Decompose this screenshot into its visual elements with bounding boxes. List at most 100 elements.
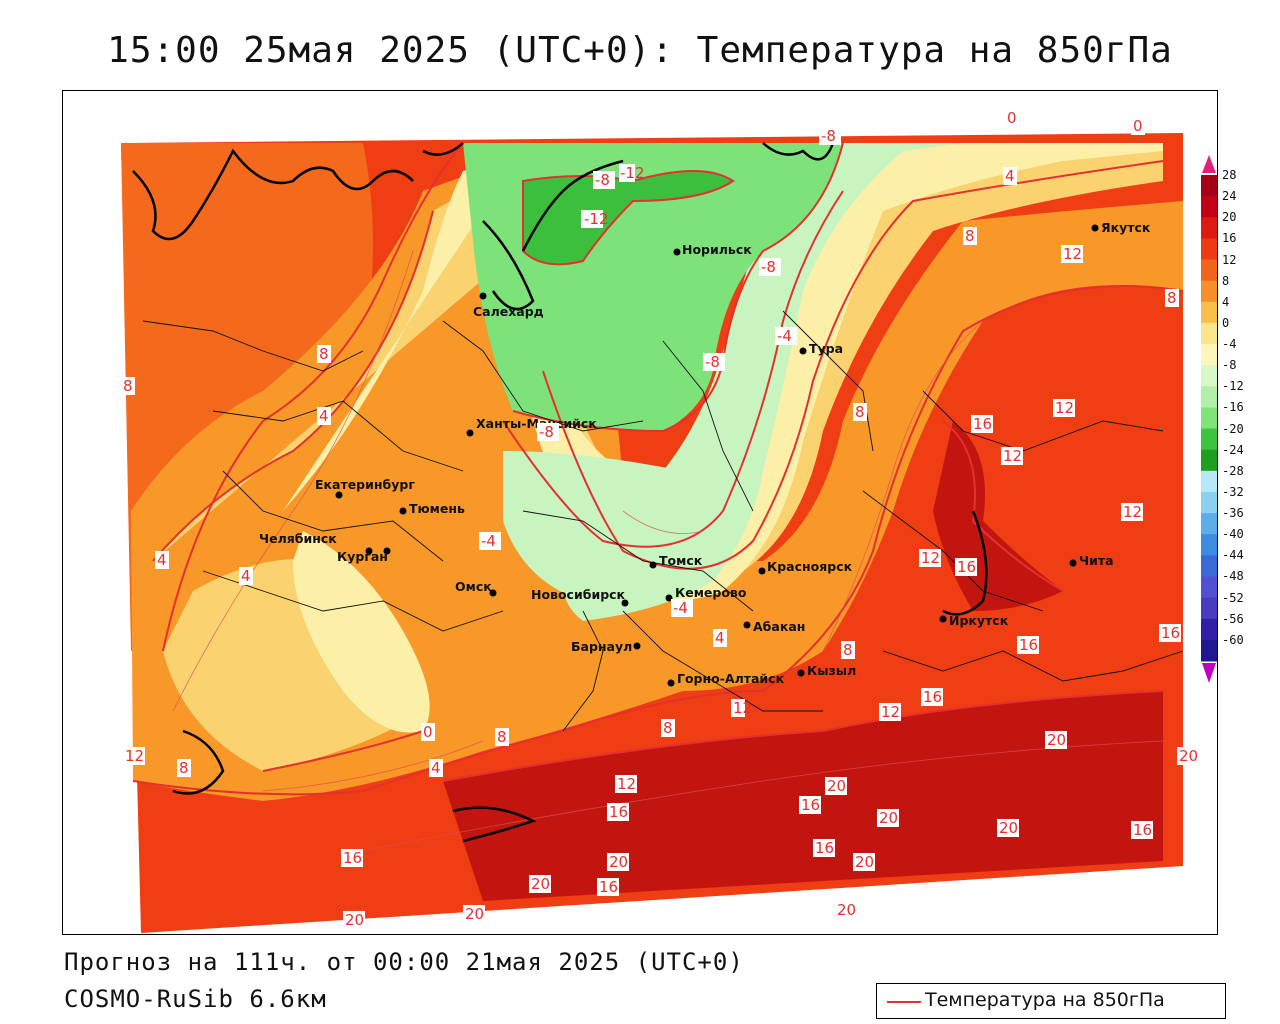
city-label: Челябинск — [259, 531, 337, 546]
city-label: Тюмень — [409, 501, 465, 516]
colorbar-tick-label: 28 — [1222, 168, 1237, 182]
colorbar-cell — [1201, 238, 1217, 261]
colorbar-tick-label: 20 — [1222, 210, 1237, 225]
colorbar-tick-label: -60 — [1222, 632, 1244, 647]
svg-text:12: 12 — [921, 549, 940, 567]
svg-text:8: 8 — [843, 641, 853, 659]
model-name: COSMO-RuSib 6.6км — [64, 985, 327, 1013]
colorbar-tick-label: 12 — [1222, 252, 1237, 267]
zone-neg12 — [523, 171, 733, 265]
contour-label: 20 — [607, 853, 629, 871]
colorbar-tick-label: -40 — [1222, 527, 1244, 542]
temperature-map: Якутск Норильск Салехард Тура Ханты-Манс… — [62, 90, 1218, 935]
zone-4 — [153, 146, 1163, 771]
map-title: 15:00 25мая 2025 (UTC+0): Температура на… — [107, 30, 1173, 71]
svg-text:12: 12 — [617, 775, 636, 793]
contour-label: 16 — [971, 415, 993, 433]
zone-neg4-south — [503, 451, 715, 601]
contour-label: -8 — [537, 423, 559, 441]
colorbar-tick-label: -20 — [1222, 421, 1244, 436]
svg-text:20: 20 — [837, 901, 856, 919]
contour-label: 4 — [239, 567, 253, 585]
colorbar-top-arrow — [1202, 155, 1216, 173]
city-label: Барнаул — [571, 639, 632, 654]
svg-text:20: 20 — [531, 875, 550, 893]
contour-label: -12 — [581, 210, 609, 228]
thin-contours — [172, 250, 1164, 852]
colorbar-tick-label: -44 — [1222, 548, 1244, 563]
colorbar-tick-label: -24 — [1222, 442, 1244, 457]
city-label: Курган — [337, 549, 388, 564]
forecast-info: Прогноз на 111ч. от 00:00 21мая 2025 (UT… — [64, 948, 744, 976]
contour-label: 12 — [1053, 399, 1075, 417]
contour-label: 20 — [853, 853, 875, 871]
svg-text:4: 4 — [157, 551, 167, 569]
svg-text:8: 8 — [663, 719, 673, 737]
contour-label: 12 — [1061, 245, 1083, 263]
svg-text:20: 20 — [999, 819, 1018, 837]
svg-text:0: 0 — [423, 723, 433, 741]
contour-label: -4 — [671, 599, 693, 617]
contour-label: 0 — [1005, 109, 1019, 127]
city-label: Тура — [809, 341, 843, 356]
city-label: Абакан — [753, 619, 805, 634]
legend: Температура на 850гПа — [876, 983, 1226, 1019]
svg-text:16: 16 — [343, 849, 362, 867]
contour-label: 12 — [1121, 503, 1143, 521]
svg-text:12: 12 — [1063, 245, 1082, 263]
contour-label: 16 — [799, 796, 821, 814]
colorbar-cell — [1201, 407, 1217, 430]
coastlines — [132, 142, 988, 843]
city-label: Иркутск — [949, 613, 1009, 628]
svg-text:-4: -4 — [481, 532, 496, 550]
svg-text:12: 12 — [1003, 447, 1022, 465]
svg-text:16: 16 — [801, 796, 820, 814]
svg-text:20: 20 — [1179, 747, 1198, 765]
colorbar-tick-label: 8 — [1222, 273, 1230, 288]
colorbar-cell — [1201, 196, 1217, 218]
svg-text:16: 16 — [1019, 636, 1038, 654]
colorbar-tick-label: -48 — [1222, 569, 1244, 584]
svg-text:4: 4 — [319, 407, 329, 425]
colorbar-tick-label: -32 — [1222, 484, 1244, 499]
colorbar-tick-label: -56 — [1222, 611, 1244, 626]
legend-line-swatch — [887, 1001, 921, 1003]
contour-label: -4 — [479, 532, 501, 550]
svg-text:16: 16 — [957, 558, 976, 576]
svg-text:16: 16 — [1133, 821, 1152, 839]
city-label: Норильск — [682, 242, 752, 257]
colorbar-cell — [1201, 597, 1217, 620]
svg-text:20: 20 — [879, 809, 898, 827]
svg-text:4: 4 — [241, 567, 251, 585]
svg-text:12: 12 — [733, 699, 752, 717]
city-label: Салехард — [473, 304, 544, 319]
colorbar-tick-label: 16 — [1222, 231, 1237, 246]
contour-label: 20 — [997, 819, 1019, 837]
contour-label: 20 — [877, 809, 899, 827]
city-label: Омск — [455, 579, 492, 594]
colorbar-cell — [1201, 428, 1217, 451]
contour-label: 4 — [155, 551, 169, 569]
city-label: Екатеринбург — [315, 477, 415, 492]
colorbar-cell — [1201, 639, 1217, 662]
contour-label: 16 — [597, 878, 619, 896]
svg-text:4: 4 — [431, 759, 441, 777]
svg-text:20: 20 — [609, 853, 628, 871]
colorbar-tick-label: 4 — [1222, 294, 1230, 309]
contour-label: 16 — [921, 688, 943, 706]
contour-label: -12 — [619, 164, 645, 182]
svg-text:20: 20 — [345, 911, 364, 929]
svg-text:16: 16 — [599, 878, 618, 896]
contour-label: -4 — [775, 327, 797, 345]
colorbar-cell — [1201, 386, 1217, 408]
contour-label: 8 — [121, 377, 135, 395]
contour-label: 0 — [421, 723, 435, 741]
contour-label: 16 — [341, 849, 363, 867]
contour-label: 20 — [1045, 731, 1067, 749]
city-label: Кызыл — [807, 663, 856, 678]
contour-label: 20 — [1177, 747, 1199, 765]
colorbar-cell — [1201, 449, 1217, 472]
contour-label: 16 — [1017, 636, 1039, 654]
contour-label: 20 — [463, 905, 485, 923]
svg-text:8: 8 — [123, 377, 133, 395]
